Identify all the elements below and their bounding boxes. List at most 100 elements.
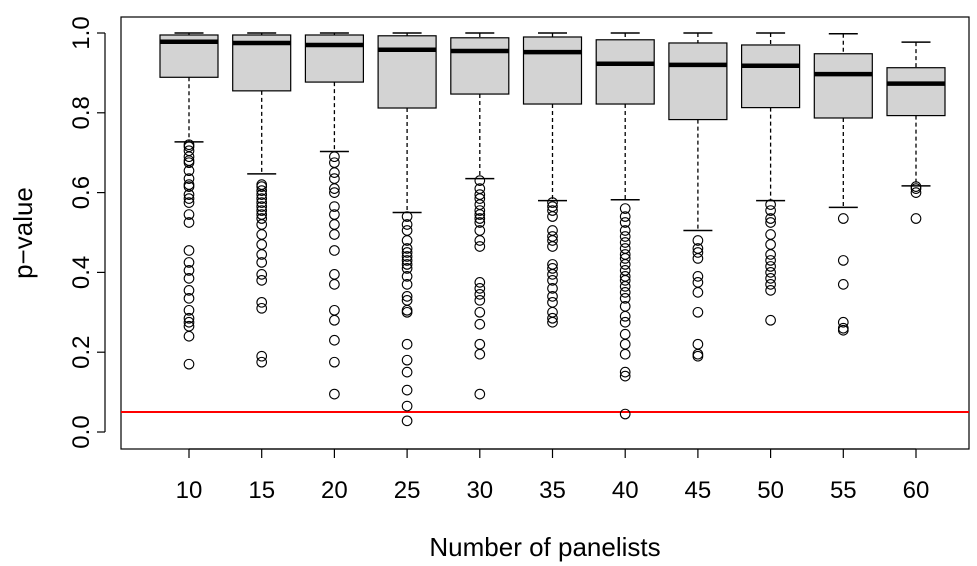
outlier-point (765, 217, 776, 228)
outlier-point (692, 338, 704, 350)
outlier-point (329, 269, 340, 280)
outlier-point (329, 187, 340, 198)
outlier-point (837, 279, 849, 290)
outlier-point (329, 173, 340, 184)
outlier-point (692, 247, 704, 258)
outlier-point (401, 225, 413, 236)
outlier-point (401, 279, 413, 290)
y-axis: 0.0 0.2 0.4 0.6 0.8 1.0 (68, 16, 106, 449)
outlier-point (837, 324, 849, 336)
outlier-point (183, 151, 195, 163)
outlier-point (474, 388, 486, 400)
outlier-point (329, 201, 340, 212)
outlier-point (256, 257, 268, 268)
outlier-point (329, 167, 340, 178)
outlier-point (183, 304, 195, 316)
outlier-point (910, 213, 922, 224)
outlier-point (401, 338, 413, 350)
y-tick-label: 0.0 (68, 415, 95, 448)
iqr-box (450, 37, 510, 95)
outlier-point (474, 348, 486, 360)
outlier-point (183, 330, 195, 342)
box-10 (159, 32, 219, 370)
outlier-point (329, 314, 340, 326)
outlier-point (329, 151, 340, 163)
outlier-point (619, 225, 631, 236)
outlier-point (619, 348, 631, 360)
outlier-point (329, 219, 340, 230)
outlier-point (619, 237, 631, 248)
y-tick-label: 1.0 (68, 16, 95, 49)
outlier-point (765, 267, 776, 278)
boxes-group (159, 32, 946, 427)
outlier-point (401, 290, 413, 302)
outlier-point (765, 205, 776, 216)
outlier-point (329, 304, 340, 316)
outlier-point (547, 275, 558, 286)
outlier-point (619, 310, 631, 322)
outlier-point (329, 279, 340, 290)
outlier-point (474, 277, 486, 288)
x-tick-label: 20 (321, 477, 348, 504)
outlier-point (837, 322, 849, 334)
outlier-point (619, 292, 631, 304)
outlier-point (474, 283, 486, 294)
outlier-point (619, 408, 631, 420)
outlier-point (256, 275, 268, 286)
outlier-point (183, 217, 195, 228)
outlier-point (692, 253, 704, 264)
outlier-point (401, 384, 413, 396)
outlier-point (183, 358, 195, 370)
outlier-point (329, 334, 340, 346)
outlier-point (256, 239, 268, 250)
outlier-point (183, 165, 195, 177)
y-axis-title: p−value (8, 187, 38, 279)
x-axis: 10 15 20 25 30 35 40 45 50 55 60 (176, 448, 929, 504)
outlier-point (401, 400, 413, 412)
outlier-point (765, 314, 776, 326)
outlier-point (256, 185, 268, 196)
outlier-point (765, 249, 776, 260)
outlier-point (619, 217, 631, 228)
outlier-point (547, 296, 558, 308)
outlier-point (183, 193, 195, 204)
outlier-point (547, 241, 558, 252)
outlier-point (401, 211, 413, 222)
outlier-point (547, 235, 558, 246)
box-20 (304, 32, 364, 400)
outlier-point (401, 243, 413, 254)
outlier-point (619, 259, 631, 270)
iqr-box (668, 42, 728, 121)
outlier-point (329, 388, 340, 400)
box-60 (886, 41, 946, 224)
outlier-point (401, 304, 413, 316)
outlier-point (256, 213, 268, 224)
box-55 (813, 33, 873, 336)
outlier-point (910, 187, 922, 198)
x-tick-label: 10 (176, 477, 203, 504)
x-tick-label: 45 (685, 477, 712, 504)
x-tick-label: 25 (394, 477, 421, 504)
outlier-point (619, 370, 631, 382)
outlier-point (765, 279, 776, 290)
outlier-point (474, 294, 486, 306)
outlier-point (474, 318, 486, 330)
outlier-point (692, 277, 704, 288)
outlier-point (765, 229, 776, 240)
outlier-point (256, 356, 268, 368)
outlier-point (692, 348, 704, 360)
outlier-point (329, 356, 340, 368)
outlier-point (401, 219, 413, 230)
outlier-point (474, 241, 486, 252)
outlier-point (256, 181, 268, 192)
outlier-point (256, 269, 268, 280)
outlier-point (401, 415, 413, 427)
outlier-point (547, 263, 558, 274)
outlier-point (183, 189, 195, 200)
outlier-point (401, 247, 413, 258)
outlier-point (256, 229, 268, 240)
outlier-point (183, 173, 195, 184)
box-25 (377, 32, 437, 427)
outlier-point (619, 281, 631, 292)
outlier-point (765, 273, 776, 284)
